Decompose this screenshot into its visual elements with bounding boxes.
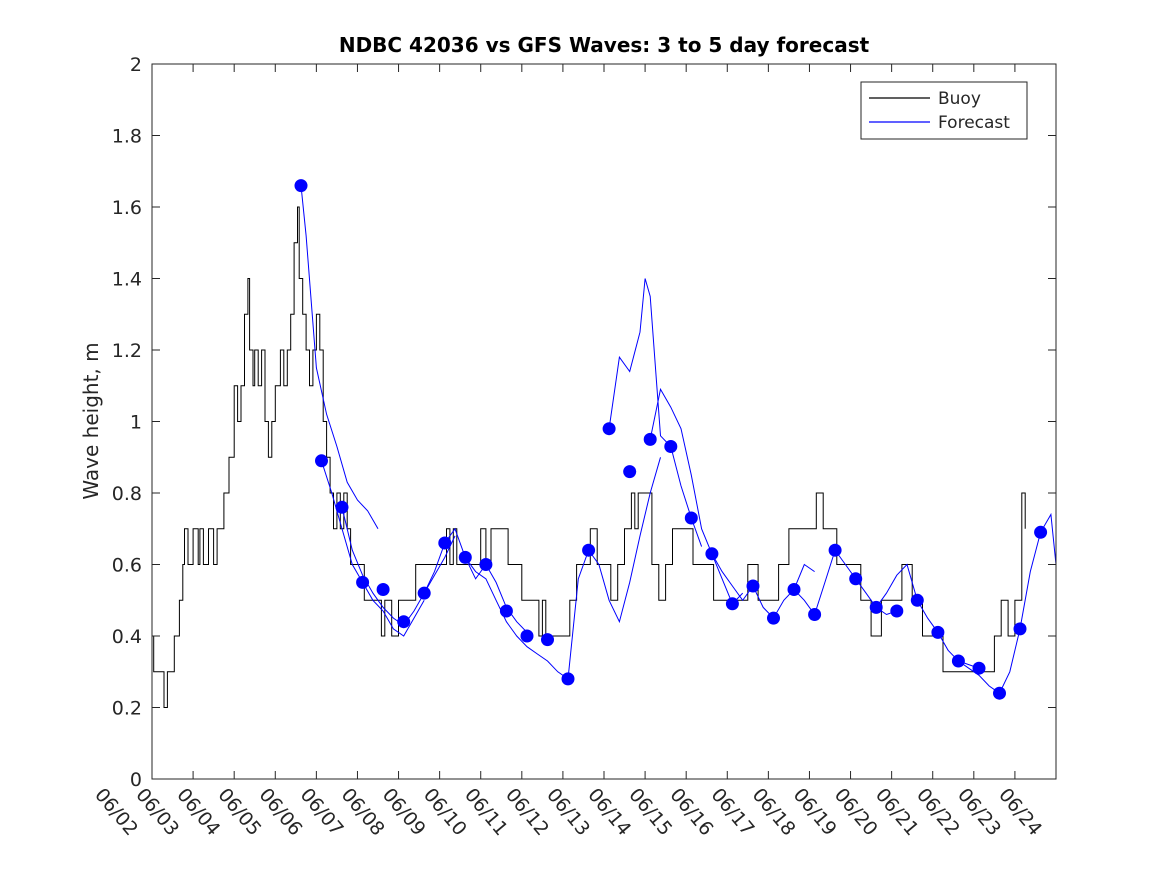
forecast-point — [808, 608, 822, 621]
legend-label-forecast: Forecast — [938, 113, 1010, 133]
y-axis-label: Wave height, m — [79, 342, 103, 499]
forecast-point — [417, 586, 431, 600]
forecast-point — [294, 179, 308, 193]
forecast-line — [711, 553, 815, 619]
forecast-point — [582, 543, 596, 557]
plot-area — [152, 64, 1056, 779]
forecast-point — [931, 625, 945, 639]
forecast-point — [869, 600, 883, 614]
forecast-point — [684, 511, 698, 525]
forecast-point — [643, 432, 657, 446]
forecast-point — [315, 454, 328, 468]
forecast-point — [541, 633, 554, 647]
forecast-point — [602, 422, 616, 436]
y-tick-label: 1.6 — [112, 197, 142, 219]
y-tick-label: 0.8 — [112, 483, 142, 505]
forecast-point — [993, 686, 1006, 700]
y-tick-label: 0.4 — [112, 626, 142, 648]
legend: Buoy Forecast — [860, 81, 1028, 140]
forecast-point — [438, 536, 452, 550]
forecast-point — [972, 661, 986, 675]
y-tick-label: 0.6 — [112, 555, 142, 577]
forecast-line — [300, 185, 379, 530]
forecast-point — [623, 465, 637, 479]
forecast-point — [479, 558, 493, 571]
forecast-point — [356, 575, 370, 589]
forecast-line — [649, 387, 744, 605]
forecast-point — [746, 579, 760, 593]
forecast-point — [767, 611, 780, 625]
y-tick-label: 0 — [130, 769, 142, 791]
y-tick-label: 0.2 — [112, 698, 142, 720]
forecast-line — [464, 557, 569, 680]
y-tick-label: 1 — [130, 412, 142, 434]
forecast-point — [499, 604, 513, 618]
forecast-point — [458, 550, 472, 564]
chart-title: NDBC 42036 vs GFS Waves: 3 to 5 day fore… — [339, 33, 870, 57]
legend-label-buoy: Buoy — [938, 89, 981, 109]
forecast-point — [664, 440, 678, 453]
y-tick-label: 1.2 — [112, 340, 142, 362]
forecast-point — [849, 572, 863, 586]
forecast-point — [1034, 525, 1048, 539]
forecast-point — [335, 500, 349, 514]
forecast-line — [608, 278, 703, 547]
forecast-point — [951, 654, 965, 668]
forecast-point — [890, 604, 904, 618]
forecast-point — [397, 615, 411, 629]
legend-box — [860, 81, 1028, 140]
forecast-point — [520, 629, 534, 643]
buoy-line — [152, 206, 1026, 708]
forecast-point — [828, 543, 842, 557]
forecast-point — [561, 672, 575, 686]
forecast-point — [787, 583, 801, 596]
forecast-markers — [294, 179, 1048, 700]
forecast-point — [1013, 622, 1027, 636]
forecast-point — [376, 583, 390, 596]
forecast-line — [321, 460, 425, 637]
forecast-point — [705, 547, 719, 561]
y-tick-label: 2 — [130, 54, 142, 76]
buoy-series — [152, 206, 1026, 708]
y-axis-ticks: 0 0.2 0.4 0.6 0.8 1 1.2 1.4 1.6 1.8 2 — [112, 54, 1056, 791]
forecast-point — [725, 597, 739, 611]
forecast-line — [567, 457, 661, 679]
y-tick-label: 1.8 — [112, 126, 142, 148]
forecast-point — [910, 593, 924, 607]
y-tick-label: 1.4 — [112, 269, 142, 291]
